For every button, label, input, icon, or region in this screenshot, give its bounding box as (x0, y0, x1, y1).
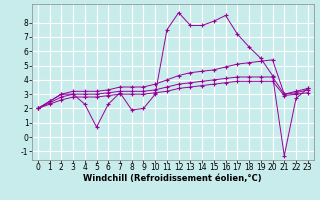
X-axis label: Windchill (Refroidissement éolien,°C): Windchill (Refroidissement éolien,°C) (84, 174, 262, 183)
